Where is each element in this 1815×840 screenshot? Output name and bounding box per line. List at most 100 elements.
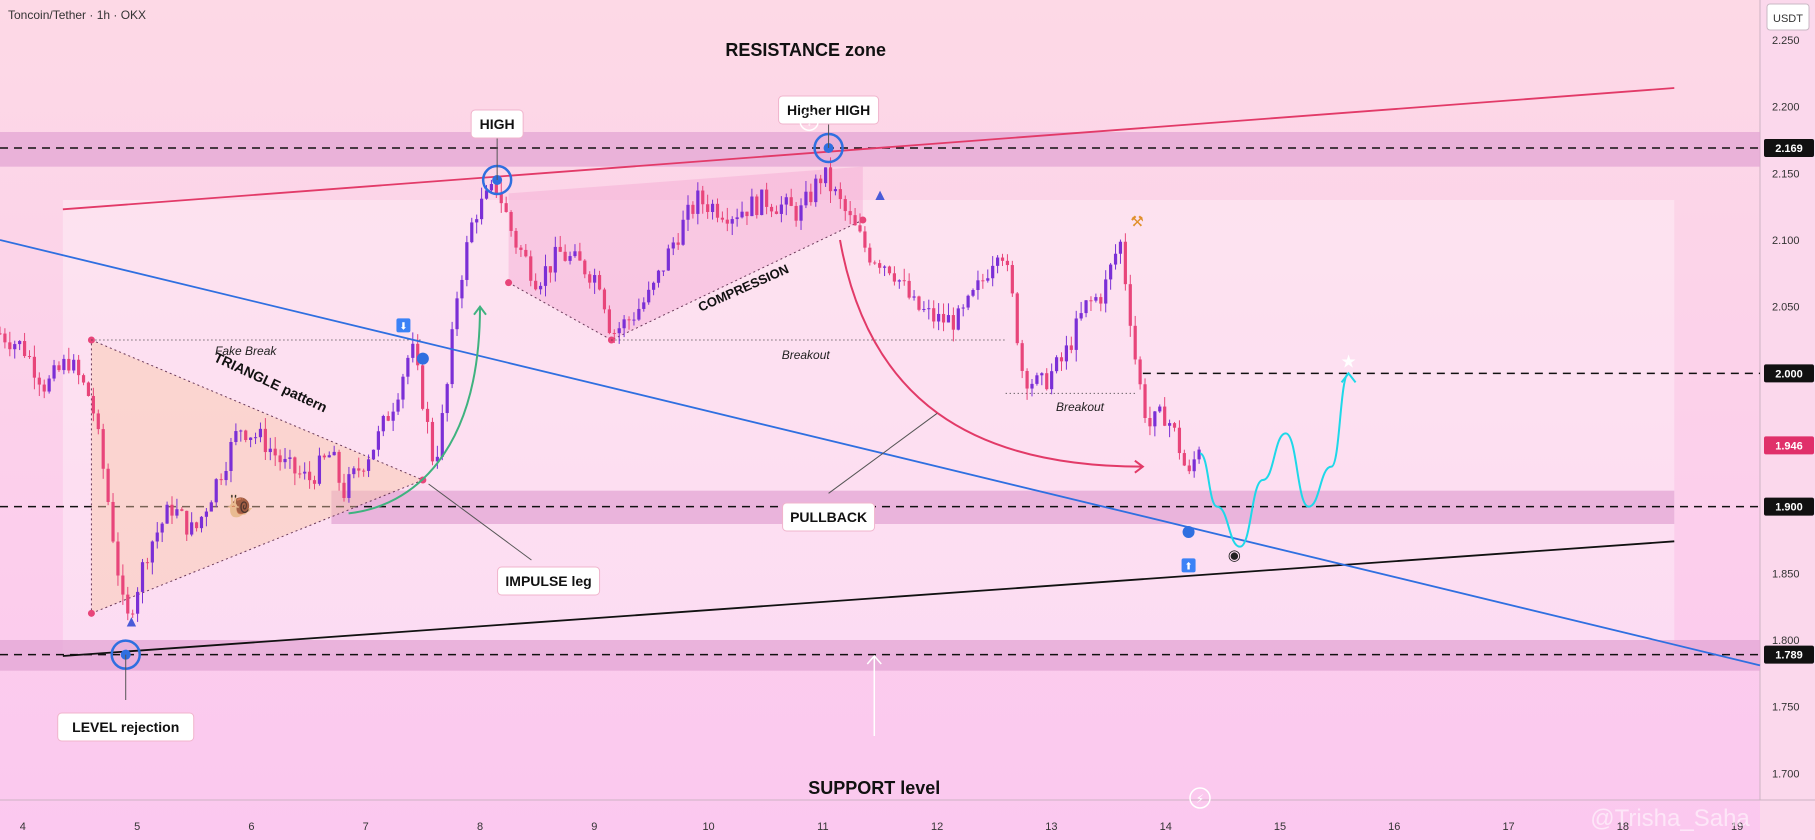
candle[interactable] bbox=[106, 463, 110, 506]
candle[interactable] bbox=[425, 401, 430, 434]
candle[interactable] bbox=[838, 182, 842, 209]
candle[interactable] bbox=[244, 429, 248, 443]
candle[interactable] bbox=[121, 564, 125, 605]
candle[interactable] bbox=[1104, 270, 1108, 313]
candle[interactable] bbox=[740, 201, 744, 219]
currency-box[interactable] bbox=[1766, 3, 1810, 31]
candle[interactable] bbox=[37, 372, 41, 397]
time-axis[interactable]: 4 5 6 7 8 9 10 11 12 13 14 15 16 17 18 19 bbox=[20, 821, 1743, 833]
candle[interactable] bbox=[1099, 293, 1103, 312]
candle[interactable] bbox=[882, 265, 887, 277]
candle[interactable] bbox=[253, 432, 258, 445]
candle[interactable] bbox=[0, 326, 2, 335]
candle[interactable] bbox=[715, 198, 720, 223]
candle[interactable] bbox=[175, 498, 179, 519]
price-tag[interactable]: 2.169 bbox=[1764, 139, 1814, 157]
candle[interactable] bbox=[1094, 293, 1098, 303]
candle[interactable] bbox=[337, 449, 341, 491]
candle[interactable] bbox=[322, 453, 326, 460]
candle[interactable] bbox=[352, 466, 356, 479]
candle[interactable] bbox=[224, 461, 228, 486]
candle[interactable] bbox=[543, 254, 548, 297]
candle[interactable] bbox=[293, 456, 297, 486]
candle[interactable] bbox=[524, 244, 528, 258]
candle[interactable] bbox=[303, 462, 307, 480]
candle[interactable] bbox=[455, 291, 459, 336]
candle[interactable] bbox=[696, 182, 700, 225]
candle[interactable] bbox=[922, 301, 926, 313]
candle[interactable] bbox=[627, 316, 631, 330]
candle[interactable] bbox=[622, 315, 626, 338]
candle[interactable] bbox=[932, 300, 936, 329]
candle[interactable] bbox=[887, 265, 892, 276]
candle[interactable] bbox=[391, 402, 395, 431]
candle[interactable] bbox=[386, 411, 390, 422]
candle[interactable] bbox=[912, 290, 916, 301]
candle[interactable] bbox=[1187, 459, 1191, 475]
level-rejection-callout[interactable]: LEVEL rejection bbox=[57, 712, 195, 742]
candle[interactable] bbox=[273, 437, 277, 467]
candle[interactable] bbox=[219, 473, 223, 486]
candle[interactable] bbox=[263, 418, 267, 460]
candle[interactable] bbox=[283, 447, 287, 469]
candle[interactable] bbox=[32, 345, 36, 390]
candle[interactable] bbox=[863, 226, 867, 253]
candle[interactable] bbox=[976, 270, 980, 300]
candle[interactable] bbox=[312, 475, 317, 490]
candle[interactable] bbox=[819, 174, 823, 195]
candle[interactable] bbox=[258, 422, 263, 443]
candle[interactable] bbox=[357, 457, 361, 478]
candle[interactable] bbox=[892, 266, 896, 286]
candle[interactable] bbox=[1059, 352, 1064, 371]
candles-layer[interactable] bbox=[0, 157, 1201, 622]
candle[interactable] bbox=[873, 260, 877, 265]
candle[interactable] bbox=[853, 207, 857, 226]
candle[interactable] bbox=[1045, 368, 1049, 391]
candle[interactable] bbox=[917, 295, 921, 312]
candle[interactable] bbox=[190, 512, 194, 537]
candle[interactable] bbox=[1084, 299, 1088, 318]
candle[interactable] bbox=[1010, 260, 1014, 297]
candle[interactable] bbox=[499, 182, 503, 213]
candle[interactable] bbox=[185, 510, 189, 542]
candle[interactable] bbox=[583, 259, 587, 279]
candle[interactable] bbox=[774, 205, 779, 215]
candle[interactable] bbox=[1030, 379, 1034, 397]
candle[interactable] bbox=[956, 305, 960, 331]
candle[interactable] bbox=[1054, 355, 1059, 374]
high-callout[interactable]: HIGH bbox=[470, 109, 524, 139]
candle[interactable] bbox=[686, 195, 690, 231]
candle[interactable] bbox=[1050, 363, 1054, 395]
candle[interactable] bbox=[101, 423, 105, 479]
candle[interactable] bbox=[602, 287, 607, 314]
candle[interactable] bbox=[288, 449, 292, 469]
candle[interactable] bbox=[907, 273, 911, 300]
candle[interactable] bbox=[951, 307, 955, 342]
candle[interactable] bbox=[814, 174, 818, 207]
candle[interactable] bbox=[981, 273, 985, 289]
candle[interactable] bbox=[180, 507, 184, 512]
candle[interactable] bbox=[1005, 254, 1010, 272]
support-trendline[interactable] bbox=[62, 540, 1675, 657]
candle[interactable] bbox=[534, 273, 538, 291]
candle[interactable] bbox=[450, 321, 454, 389]
candle[interactable] bbox=[710, 199, 715, 220]
candle[interactable] bbox=[656, 269, 661, 288]
candle[interactable] bbox=[794, 202, 798, 227]
candle[interactable] bbox=[327, 451, 331, 458]
candle[interactable] bbox=[126, 586, 130, 621]
candle[interactable] bbox=[22, 332, 27, 358]
candle[interactable] bbox=[858, 213, 862, 233]
candle[interactable] bbox=[735, 208, 739, 227]
candle[interactable] bbox=[406, 355, 410, 385]
candle[interactable] bbox=[435, 445, 439, 469]
candle[interactable] bbox=[563, 244, 567, 262]
candle[interactable] bbox=[804, 180, 808, 209]
candle[interactable] bbox=[1177, 420, 1182, 460]
candle[interactable] bbox=[730, 216, 734, 236]
candle[interactable] bbox=[538, 282, 543, 295]
candle[interactable] bbox=[1118, 239, 1123, 264]
candle[interactable] bbox=[396, 393, 400, 415]
candle[interactable] bbox=[1182, 449, 1186, 467]
candle[interactable] bbox=[706, 194, 710, 219]
